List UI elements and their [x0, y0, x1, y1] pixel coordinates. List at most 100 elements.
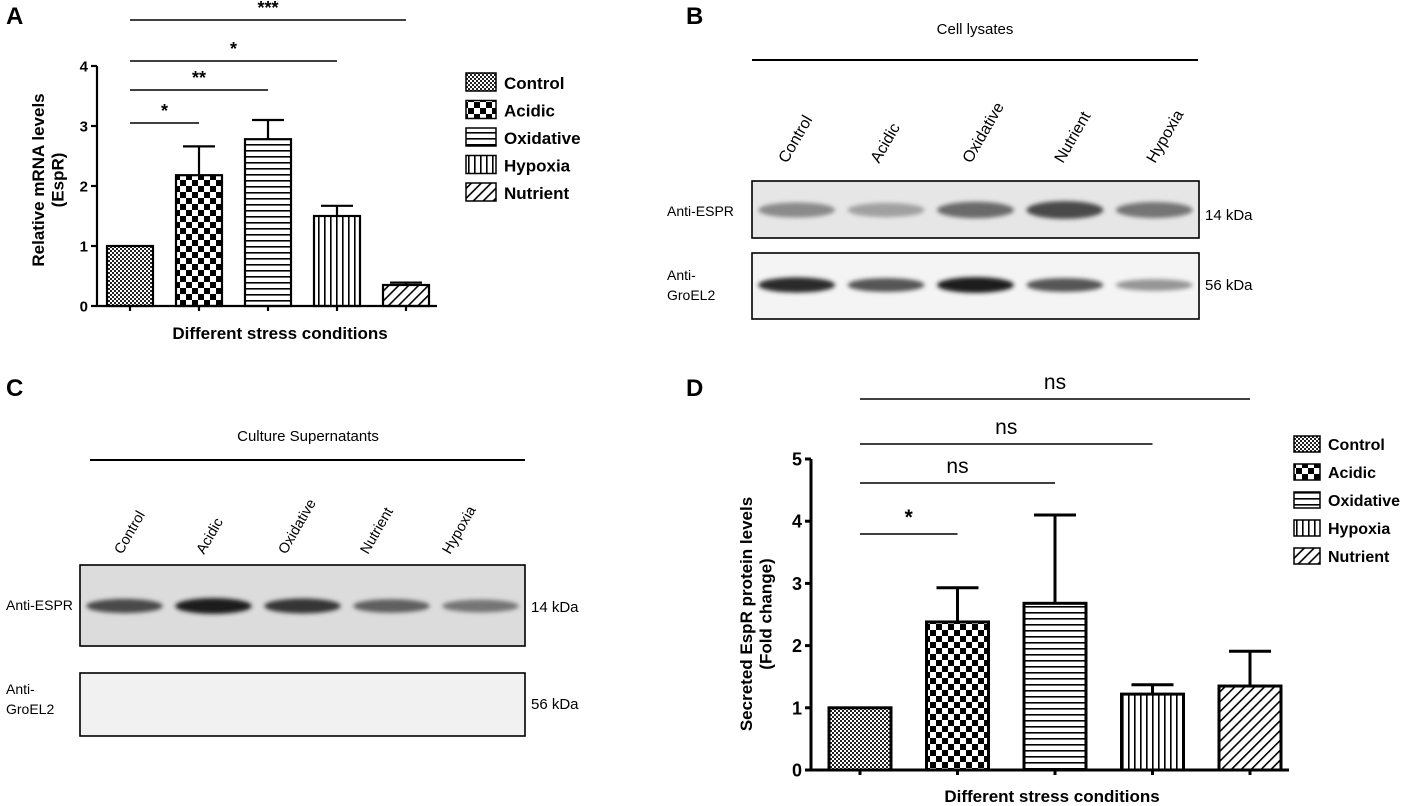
y-axis-label-line: Relative mRNA levels	[29, 93, 48, 266]
legend-swatch	[1293, 463, 1321, 481]
y-axis-label: Secreted EspR protein levels(Fold change…	[737, 497, 776, 731]
legend-swatch	[465, 99, 497, 120]
legend-item: Acidic	[1328, 465, 1376, 482]
legend-swatch	[465, 154, 497, 175]
lane-label: Oxidative	[960, 100, 1008, 166]
legend-item: Nutrient	[504, 184, 570, 203]
bar-acidic	[925, 620, 990, 772]
blot-antibody-label-line: GroEL2	[6, 701, 54, 717]
blot-title: Cell lysates	[937, 21, 1014, 38]
legend-swatch	[465, 127, 497, 147]
significance-label: ***	[257, 0, 278, 18]
legend-item: Oxidative	[504, 129, 581, 148]
significance-label: *	[161, 101, 168, 121]
blot-size-label: 56 kDa	[531, 696, 579, 713]
blot-band	[758, 202, 836, 218]
bar-acidic	[174, 174, 224, 308]
y-tick-label: 0	[792, 760, 802, 780]
blot-band	[264, 598, 341, 614]
y-tick-label: 0	[80, 298, 88, 315]
blot-band	[1115, 279, 1193, 291]
blot-membrane	[79, 672, 526, 737]
lane-label: Acidic	[194, 515, 227, 557]
blot-band	[847, 278, 925, 292]
blot-antibody-label-line: Anti-ESPR	[6, 597, 73, 613]
bar-hypoxia	[1120, 692, 1185, 772]
blot-band	[1115, 202, 1193, 218]
lane-label: Acidic	[868, 121, 904, 166]
blot-antibody-label-line: Anti-	[667, 267, 696, 283]
x-axis-label: Different stress conditions	[944, 787, 1159, 806]
blot-band	[86, 598, 163, 614]
bar-nutrient	[381, 283, 431, 308]
legend-swatch	[1293, 547, 1321, 565]
legend-swatch	[465, 72, 497, 92]
lane-label: Nutrient	[358, 505, 397, 557]
legend-item: Acidic	[504, 102, 555, 121]
y-tick-label: 2	[80, 178, 88, 195]
legend-swatch	[465, 182, 497, 202]
blot-band	[442, 599, 519, 613]
y-tick-label: 1	[792, 698, 802, 718]
bar-oxidative	[243, 138, 293, 308]
panel-letter-a: A	[6, 3, 23, 30]
significance-label: **	[192, 68, 206, 88]
bar-nutrient	[1217, 684, 1283, 772]
lane-label: Hypoxia	[440, 503, 481, 557]
y-tick-label: 2	[792, 636, 802, 656]
bar-control	[105, 244, 155, 308]
blot-band	[175, 598, 252, 614]
lane-label: Oxidative	[276, 497, 320, 557]
blot-size-label: 14 kDa	[1205, 207, 1253, 224]
legend-item: Control	[1328, 437, 1385, 454]
blot-band	[937, 277, 1014, 293]
y-axis-label-line: (Fold change)	[757, 558, 776, 669]
panel-a-bar-chart: 0 1 2 3 4 Different stress conditions Relative…	[29, 0, 581, 343]
y-tick-label: 1	[80, 238, 88, 255]
legend-item: Hypoxia	[1328, 521, 1390, 538]
blot-antibody-label-line: GroEL2	[667, 287, 715, 303]
blot-antibody-label-line: Anti-ESPR	[667, 203, 734, 219]
legend-item: Hypoxia	[504, 157, 571, 176]
blot-band	[937, 201, 1014, 219]
panel-letter-b: B	[686, 3, 703, 30]
blot-antibody-label: Anti- GroEL2	[667, 267, 715, 303]
lane-label: Control	[112, 509, 149, 557]
bar-oxidative	[1022, 601, 1088, 772]
blot-band	[1026, 278, 1104, 292]
blot-band	[1026, 201, 1104, 219]
bar-control	[827, 706, 893, 772]
blot-band	[353, 599, 430, 613]
blot-title: Culture Supernatants	[237, 428, 379, 445]
y-tick-label: 4	[792, 512, 802, 532]
panel-d-bar-chart: 0 1 2 3 4 5 Different stress conditions Secrete…	[737, 371, 1400, 806]
y-axis-label-line: Secreted EspR protein levels	[737, 497, 756, 731]
x-axis-label: Different stress conditions	[172, 324, 387, 343]
panel-c-western-blot: Culture Supernatants Control Acidic Oxidati…	[6, 428, 579, 737]
y-axis-label: Relative mRNA levels(EspR)	[29, 93, 68, 266]
legend-item: Nutrient	[1328, 549, 1390, 566]
significance-label: *	[905, 506, 914, 529]
blot-size-label: 14 kDa	[531, 599, 579, 616]
lane-label: Hypoxia	[1144, 107, 1188, 166]
significance-label: *	[230, 39, 237, 59]
blot-band	[847, 202, 925, 218]
legend-swatch	[1293, 435, 1321, 453]
bar-hypoxia	[312, 214, 362, 308]
legend-item: Oxidative	[1328, 493, 1400, 510]
y-tick-label: 4	[80, 58, 89, 75]
panel-letter-d: D	[686, 375, 703, 402]
panel-letter-c: C	[6, 375, 23, 402]
blot-band	[758, 277, 836, 293]
lane-label: Nutrient	[1052, 109, 1095, 166]
blot-size-label: 56 kDa	[1205, 277, 1253, 294]
y-tick-label: 3	[80, 118, 88, 135]
y-tick-label: 5	[792, 449, 802, 469]
significance-label: ns	[1044, 371, 1066, 394]
legend-swatch	[1293, 491, 1321, 509]
blot-antibody-label: Anti-ESPR	[6, 597, 73, 613]
lane-label: Control	[776, 113, 817, 166]
blot-antibody-label: Anti-ESPR	[667, 203, 734, 219]
panel-b-western-blot: Cell lysates Control Acidic Oxidative Nutrie…	[667, 21, 1253, 320]
